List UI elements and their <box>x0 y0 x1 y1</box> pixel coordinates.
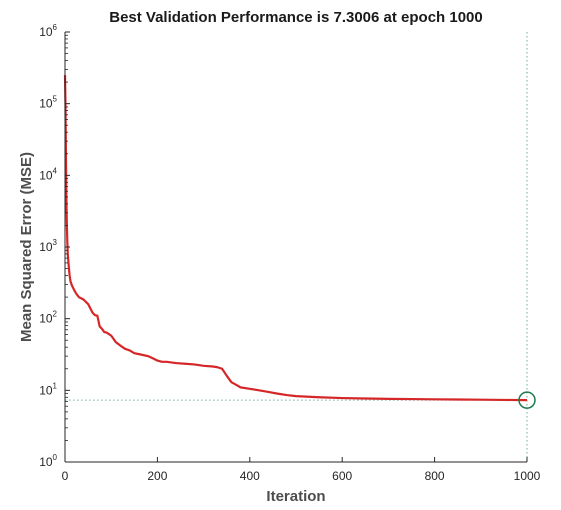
y-tick-label: 103 <box>39 238 57 254</box>
y-tick-label: 106 <box>39 23 57 39</box>
x-tick-label: 400 <box>240 469 260 483</box>
best-guides <box>65 32 528 462</box>
marker-layer <box>518 391 536 409</box>
x-ticks: 0 200 400 600 800 1000 <box>62 457 541 483</box>
x-tick-label: 0 <box>62 469 69 483</box>
y-tick-label: 101 <box>39 381 57 397</box>
y-axis-label: Mean Squared Error (MSE) <box>18 152 35 342</box>
x-tick-label: 600 <box>332 469 352 483</box>
x-tick-label: 1000 <box>514 469 541 483</box>
best-marker <box>518 391 536 409</box>
series-layer <box>63 75 528 402</box>
x-axis-label: Iteration <box>266 488 325 505</box>
y-tick-label: 105 <box>39 95 57 111</box>
y-tick-label: 100 <box>39 453 57 469</box>
chart-title: Best Validation Performance is 7.3006 at… <box>109 9 483 26</box>
x-tick-label: 200 <box>147 469 167 483</box>
axes <box>64 32 527 463</box>
y-tick-label: 104 <box>39 166 57 182</box>
x-tick-label: 800 <box>425 469 445 483</box>
y-ticks: 100 101 102 103 104 105 106 <box>39 23 70 469</box>
y-tick-label: 102 <box>39 310 57 326</box>
series-line-0 <box>63 75 528 402</box>
